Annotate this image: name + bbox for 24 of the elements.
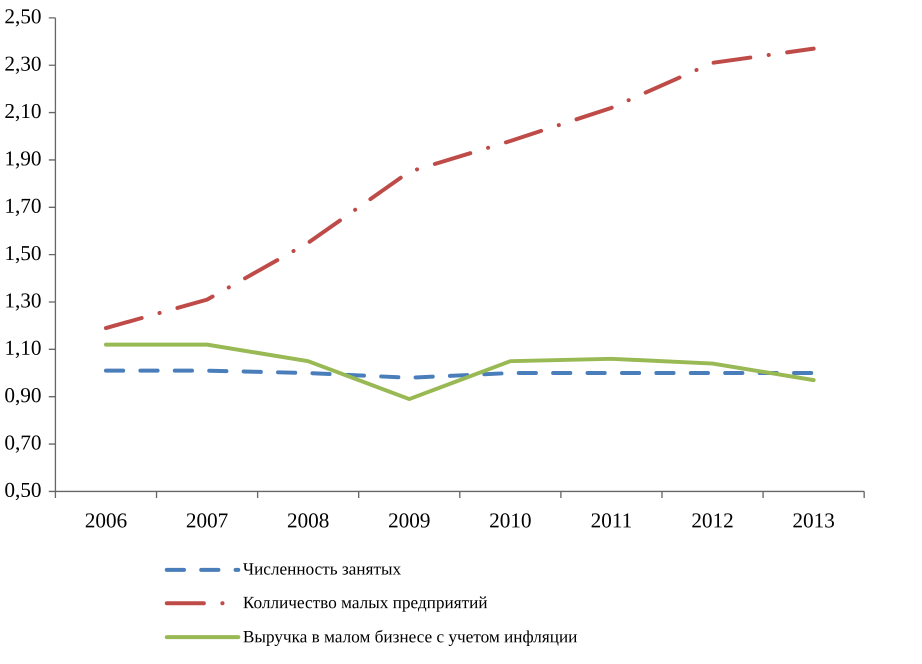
x-tick-label: 2009 [389, 513, 430, 528]
x-tick-label: 2013 [793, 513, 834, 528]
y-tick-label: 1,70 [6, 198, 41, 216]
x-tick-label: 2011 [592, 513, 631, 528]
y-tick-label: 1,90 [6, 151, 41, 169]
line-series [104, 342, 816, 401]
y-tick-label: 1,50 [6, 246, 41, 264]
y-tick-label: 0,70 [5, 435, 41, 453]
legend-label: Численность занятых [243, 563, 401, 575]
y-tick-label: 2,10 [5, 104, 41, 122]
line-series [104, 46, 816, 330]
y-tick-label: 0,50 [5, 482, 41, 500]
y-tick-label: 1,10 [6, 340, 41, 358]
legend-label: Выручка в малом бизнесе с учетом инфляции [243, 630, 577, 646]
x-tick-label: 2012 [692, 513, 733, 528]
legend-label: Колличество малых предприятий [243, 596, 488, 612]
x-tick-label: 2010 [490, 513, 531, 528]
x-tick-label: 2006 [86, 513, 127, 528]
x-tick-label: 2008 [288, 513, 329, 528]
y-tick-label: 1,30 [6, 293, 41, 311]
y-tick-label: 2,30 [5, 56, 41, 74]
y-tick-label: 0,90 [5, 388, 41, 406]
y-tick-label: 2,50 [5, 9, 41, 26]
x-tick-label: 2007 [186, 513, 228, 528]
